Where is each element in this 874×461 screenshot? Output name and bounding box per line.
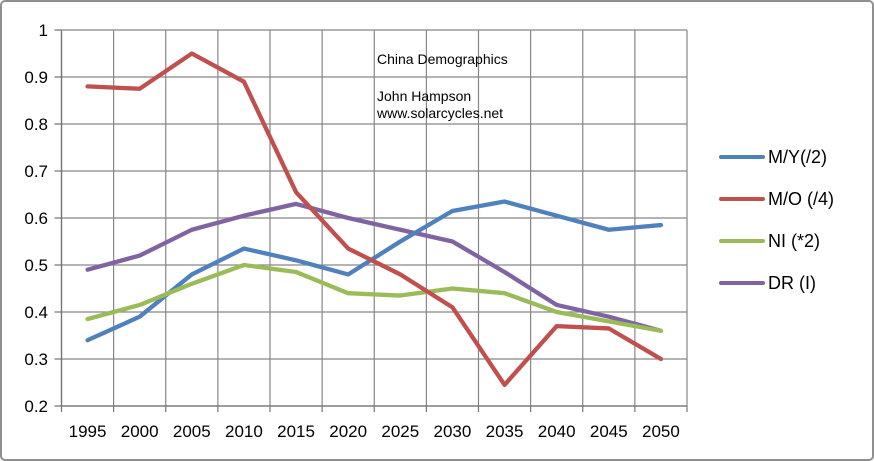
legend-label: M/O (/4) (768, 188, 834, 209)
legend-label: NI (*2) (768, 230, 821, 251)
y-tick-label: 0.3 (24, 350, 48, 369)
y-tick-label: 0.4 (24, 303, 48, 322)
series-line-m-y-2 (85, 199, 664, 343)
series-line-dr-i (85, 201, 664, 333)
legend-label: M/Y(/2) (768, 146, 828, 167)
x-tick-label: 2025 (381, 422, 419, 441)
y-tick-label: 0.2 (24, 397, 48, 416)
legend-item: DR (I) (719, 273, 834, 293)
legend-item: M/Y(/2) (719, 147, 834, 167)
x-tick-label: 2040 (538, 422, 576, 441)
legend-swatch (719, 196, 765, 202)
x-tick-label: 2050 (642, 422, 680, 441)
y-tick-label: 0.7 (24, 162, 48, 181)
y-tick-label: 1 (39, 21, 48, 40)
chart-author: John Hampson (377, 88, 472, 104)
x-tick-label: 1995 (69, 422, 107, 441)
legend-swatch (719, 280, 765, 286)
x-tick-label: 2005 (173, 422, 211, 441)
x-tick-label: 2035 (486, 422, 524, 441)
x-tick-label: 2010 (225, 422, 263, 441)
legend: M/Y(/2) M/O (/4) NI (*2) DR (I) (719, 147, 834, 315)
x-tick-label: 2020 (329, 422, 367, 441)
chart-title: China Demographics (377, 51, 508, 67)
y-tick-label: 0.9 (24, 68, 48, 87)
legend-item: NI (*2) (719, 231, 834, 251)
legend-swatch (719, 238, 765, 244)
legend-swatch (719, 154, 765, 160)
y-tick-label: 0.8 (24, 115, 48, 134)
x-tick-label: 2000 (121, 422, 159, 441)
y-tick-label: 0.5 (24, 256, 48, 275)
x-tick-label: 2015 (277, 422, 315, 441)
series-line-ni-2 (85, 262, 664, 333)
legend-item: M/O (/4) (719, 189, 834, 209)
legend-label: DR (I) (768, 272, 816, 293)
chart-annotations: China Demographics John Hampson www.sola… (377, 51, 508, 122)
x-tick-label: 2030 (434, 422, 472, 441)
x-tick-label: 2045 (590, 422, 628, 441)
series-line-m-o-4 (85, 51, 664, 388)
y-tick-label: 0.6 (24, 209, 48, 228)
chart-website: www.solarcycles.net (377, 105, 504, 121)
